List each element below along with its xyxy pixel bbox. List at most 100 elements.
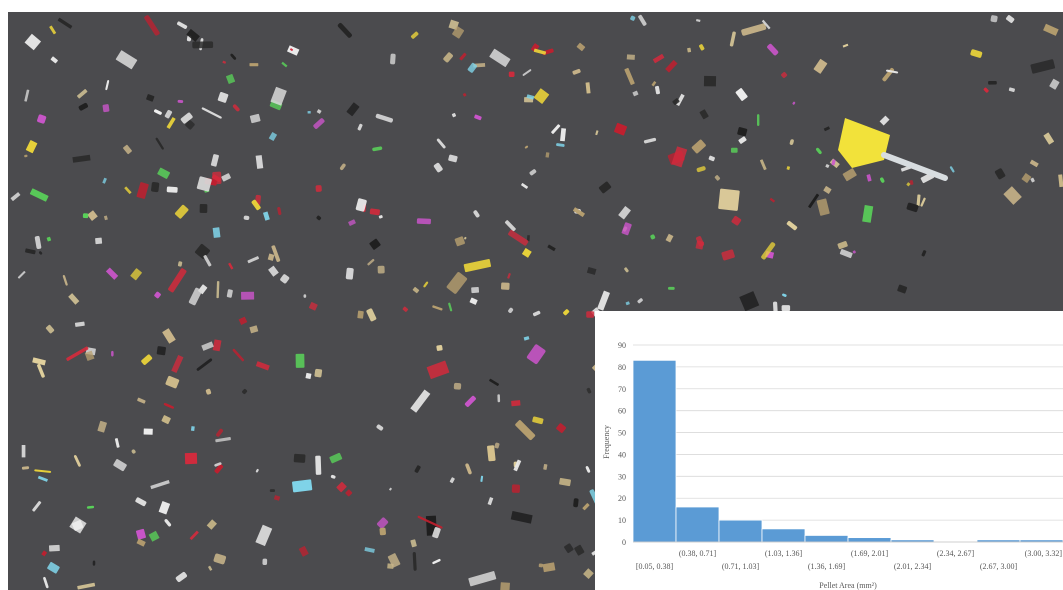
pellet-shape xyxy=(196,176,212,192)
pellet-shape xyxy=(273,495,281,501)
pellet-shape xyxy=(346,102,360,117)
pellet-shape xyxy=(842,43,849,48)
pellet-shape xyxy=(432,527,441,539)
pellet-shape xyxy=(767,43,779,56)
pellet-shape xyxy=(582,503,590,511)
pellet-shape xyxy=(255,361,270,371)
histogram-chart: 0 10 20 30 40 50 60 70 80 90 [0.05, 0.38] (0.38, 0… xyxy=(602,341,1063,590)
pellet-shape xyxy=(695,240,704,250)
pellet-shape xyxy=(348,219,356,226)
pellet-shape xyxy=(572,207,585,217)
pellet-shape xyxy=(773,301,778,313)
pellet-shape xyxy=(102,177,107,184)
pellet-shape xyxy=(369,238,381,250)
pellet-shape xyxy=(143,428,153,435)
photo-left-border xyxy=(0,0,8,590)
pellet-shape xyxy=(102,104,110,113)
pellet-shape xyxy=(103,215,108,221)
pellet-shape xyxy=(489,378,499,386)
pellet-shape xyxy=(469,297,478,305)
pellet-shape xyxy=(378,215,383,219)
pellet-shape xyxy=(268,132,278,141)
pellet-shape xyxy=(410,31,419,39)
pellet-shape xyxy=(77,88,88,99)
pellet-shape xyxy=(379,527,386,536)
photo-top-border xyxy=(0,0,1063,12)
pellet-shape xyxy=(188,287,202,306)
pellet-shape xyxy=(789,139,794,145)
yellow-cap-shape xyxy=(838,118,890,168)
pellet-shape xyxy=(480,475,484,482)
pellet-shape xyxy=(909,180,914,185)
pellet-shape xyxy=(586,311,595,318)
pellet-shape xyxy=(906,182,911,187)
histogram-bar xyxy=(804,535,849,543)
pellet-shape xyxy=(376,424,384,431)
pellet-shape xyxy=(556,143,565,147)
pellet-shape xyxy=(154,291,161,299)
pellet-shape xyxy=(529,169,537,176)
pellet-shape xyxy=(1049,78,1060,90)
pellet-shape xyxy=(852,250,856,254)
pellet-shape xyxy=(305,372,312,379)
pellet-shape xyxy=(862,205,874,223)
pellet-shape xyxy=(313,118,325,129)
pellet-shape xyxy=(105,267,119,280)
pellet-shape xyxy=(560,128,567,142)
pellet-shape xyxy=(921,250,927,257)
pellet-shape xyxy=(166,117,176,129)
pellet-shape xyxy=(130,268,142,281)
pellet-shape xyxy=(123,144,132,155)
pellet-shape xyxy=(165,375,180,389)
pellet-shape xyxy=(316,109,322,114)
clear-tube-shape xyxy=(881,152,948,181)
pellet-shape xyxy=(414,465,421,473)
histogram-bar xyxy=(761,528,806,543)
pellet-shape xyxy=(423,281,429,288)
pellet-shape xyxy=(337,23,352,38)
pellet-shape xyxy=(866,174,872,182)
pellet-shape xyxy=(196,358,213,371)
pellet-shape xyxy=(708,155,715,162)
bars xyxy=(632,359,1063,543)
pellet-shape xyxy=(199,204,208,213)
pellet-shape xyxy=(175,571,187,583)
pellet-shape xyxy=(156,346,167,356)
pellet-shape xyxy=(163,403,174,409)
pellet-shape xyxy=(225,74,236,84)
pellet-shape xyxy=(177,21,188,29)
pellet-shape xyxy=(357,123,363,131)
pellet-shape xyxy=(1021,173,1032,184)
pellet-shape xyxy=(92,560,96,566)
x-axis-title: Pellet Area (mm²) xyxy=(819,581,877,590)
pellet-shape xyxy=(459,52,467,61)
pellet-shape xyxy=(135,497,147,507)
pellet-shape xyxy=(136,538,146,547)
pellet-shape xyxy=(738,136,747,144)
pellet-shape xyxy=(390,53,396,65)
pellet-shape xyxy=(703,75,717,87)
pellet-shape xyxy=(621,222,632,236)
pellet-shape xyxy=(210,154,219,167)
pellet-shape xyxy=(543,464,548,470)
pellet-shape xyxy=(463,258,492,273)
pellet-scatter xyxy=(10,14,1063,590)
y-tick-label: 50 xyxy=(618,429,626,438)
pellet-shape xyxy=(468,571,497,587)
x-tick-label: (1.69, 2.01] xyxy=(851,549,889,558)
pellet-shape xyxy=(508,307,514,313)
pellet-shape xyxy=(416,218,431,225)
pellet-shape xyxy=(280,274,290,284)
pellet-shape xyxy=(510,510,533,524)
pellet-shape xyxy=(585,82,591,94)
pellet-shape xyxy=(137,397,146,404)
pellet-shape xyxy=(547,244,556,252)
pellet-shape xyxy=(364,547,375,553)
pellet-shape xyxy=(530,43,540,53)
pellet-shape xyxy=(249,113,261,124)
pellet-shape xyxy=(387,553,401,568)
pellet-shape xyxy=(522,69,532,76)
pellet-shape xyxy=(630,15,636,21)
pellet-shape xyxy=(879,115,890,126)
pellet-shape xyxy=(146,94,155,102)
